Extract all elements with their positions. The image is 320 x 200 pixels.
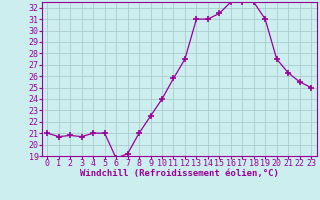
X-axis label: Windchill (Refroidissement éolien,°C): Windchill (Refroidissement éolien,°C) — [80, 169, 279, 178]
